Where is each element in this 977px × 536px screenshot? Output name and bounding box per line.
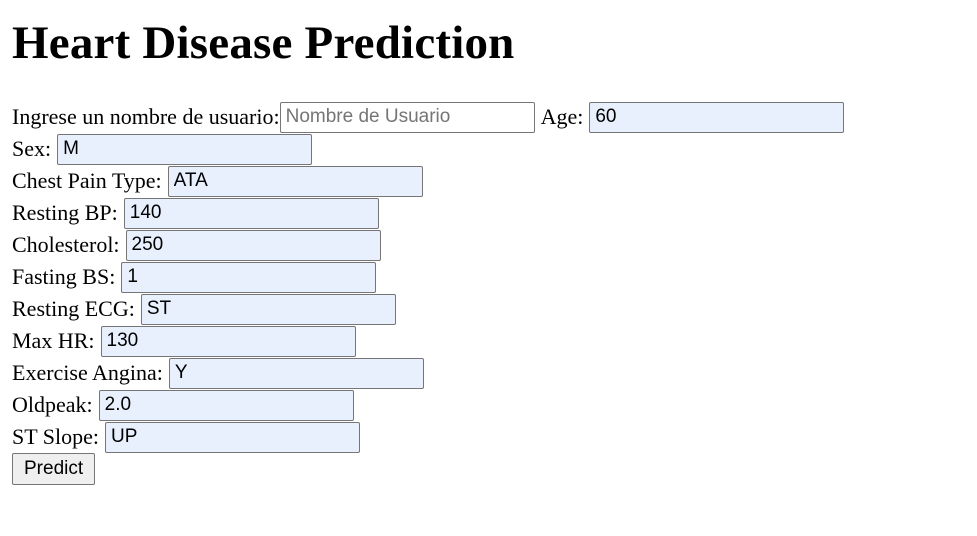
fasting-bs-row: Fasting BS: [12, 261, 977, 293]
predict-button[interactable]: Predict [12, 453, 96, 485]
page-title: Heart Disease Prediction [12, 17, 515, 69]
age-label: Age: [540, 104, 584, 129]
max-hr-label: Max HR: [12, 328, 95, 353]
chest-pain-type-label: Chest Pain Type: [12, 168, 162, 193]
submit-row: Predict [12, 453, 977, 485]
chest-pain-type-row: Chest Pain Type: [12, 165, 977, 197]
cholesterol-row: Cholesterol: [12, 229, 977, 261]
page: Heart Disease Prediction Ingrese un nomb… [12, 17, 977, 485]
prediction-form: Ingrese un nombre de usuario: Age: Sex: … [12, 101, 977, 485]
resting-ecg-row: Resting ECG: [12, 293, 977, 325]
chest-pain-type-input[interactable] [167, 165, 423, 197]
sex-input[interactable] [57, 133, 313, 165]
oldpeak-label: Oldpeak: [12, 392, 93, 417]
username-label: Ingrese un nombre de usuario: [12, 104, 280, 129]
fasting-bs-label: Fasting BS: [12, 264, 116, 289]
exercise-angina-row: Exercise Angina: [12, 357, 977, 389]
resting-ecg-label: Resting ECG: [12, 296, 135, 321]
oldpeak-input[interactable] [98, 389, 354, 421]
resting-ecg-input[interactable] [140, 293, 396, 325]
max-hr-input[interactable] [100, 325, 356, 357]
resting-bp-input[interactable] [123, 197, 379, 229]
username-age-row: Ingrese un nombre de usuario: Age: [12, 101, 977, 133]
st-slope-input[interactable] [105, 421, 361, 453]
max-hr-row: Max HR: [12, 325, 977, 357]
fasting-bs-input[interactable] [121, 261, 377, 293]
exercise-angina-label: Exercise Angina: [12, 360, 163, 385]
st-slope-label: ST Slope: [12, 424, 100, 449]
sex-label: Sex: [12, 136, 52, 161]
resting-bp-label: Resting BP: [12, 200, 118, 225]
username-input[interactable] [279, 101, 535, 133]
cholesterol-input[interactable] [125, 229, 381, 261]
st-slope-row: ST Slope: [12, 421, 977, 453]
resting-bp-row: Resting BP: [12, 197, 977, 229]
sex-row: Sex: [12, 133, 977, 165]
exercise-angina-input[interactable] [168, 357, 424, 389]
cholesterol-label: Cholesterol: [12, 232, 120, 257]
age-input[interactable] [589, 101, 845, 133]
oldpeak-row: Oldpeak: [12, 389, 977, 421]
